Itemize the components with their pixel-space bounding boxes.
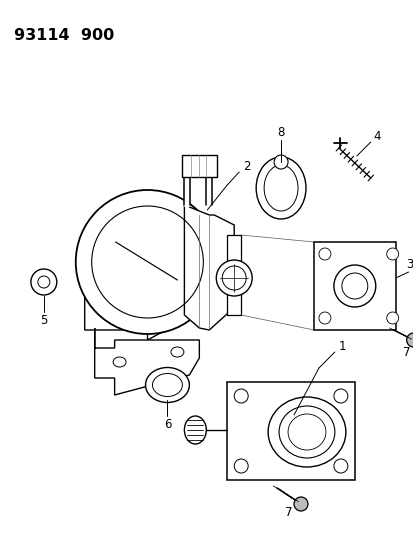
Ellipse shape [113,357,126,367]
Ellipse shape [333,265,375,307]
Text: 4: 4 [372,130,380,142]
Text: 2: 2 [243,159,250,173]
Text: 1: 1 [338,340,346,352]
Polygon shape [184,205,234,330]
Circle shape [318,248,330,260]
Text: 8: 8 [277,125,284,139]
Text: 7: 7 [402,345,409,359]
Bar [182,155,217,177]
Ellipse shape [256,157,305,219]
Circle shape [234,389,247,403]
Bar [227,382,354,480]
Ellipse shape [216,260,252,296]
Ellipse shape [268,397,345,467]
Circle shape [76,190,219,334]
Circle shape [333,459,347,473]
Circle shape [293,497,307,511]
Circle shape [31,269,57,295]
Text: 93114  900: 93114 900 [14,28,114,43]
Polygon shape [95,328,199,395]
Circle shape [38,276,50,288]
Circle shape [318,312,330,324]
Polygon shape [227,235,241,315]
Ellipse shape [145,367,189,402]
Text: 5: 5 [40,313,47,327]
Circle shape [273,155,287,169]
Circle shape [333,389,347,403]
Text: 7: 7 [285,505,292,519]
Circle shape [386,312,398,324]
Circle shape [234,459,247,473]
Ellipse shape [184,416,206,444]
Circle shape [386,248,398,260]
Bar [313,242,395,330]
Circle shape [406,333,413,347]
Text: 3: 3 [405,257,412,271]
Text: 6: 6 [163,417,171,431]
Polygon shape [85,258,184,340]
Ellipse shape [171,347,183,357]
